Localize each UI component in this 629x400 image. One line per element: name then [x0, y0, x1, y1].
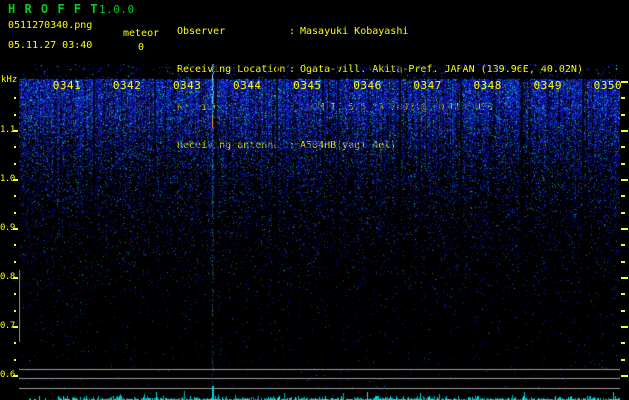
freq-major-tick-left: [13, 179, 18, 181]
freq-minor-tick-right: [621, 114, 625, 116]
timestamp: 05.11.27 03:40: [8, 40, 93, 51]
freq-major-tick-right: [621, 375, 628, 377]
freq-major-tick-right: [621, 228, 628, 230]
freq-major-tick-left: [13, 326, 18, 328]
freq-major-tick-left: [13, 130, 18, 132]
mode-label: meteor: [123, 28, 160, 39]
freq-minor-tick-left: [14, 359, 16, 361]
freq-minor-tick-left: [14, 97, 16, 99]
freq-tick-label: 0.7: [0, 321, 15, 331]
freq-minor-tick-right: [621, 244, 625, 246]
freq-minor-tick-right: [621, 212, 625, 214]
info-value: Masayuki Kobayashi: [300, 26, 409, 38]
freq-minor-tick-right: [621, 163, 625, 165]
freq-major-tick-left: [13, 375, 18, 377]
freq-tick-label: 0.6: [0, 370, 15, 380]
freq-minor-tick-left: [14, 114, 16, 116]
freq-tick-label: 1.1: [0, 125, 15, 135]
freq-minor-tick-left: [14, 244, 16, 246]
echo-count: 0: [138, 42, 145, 53]
freq-minor-tick-left: [14, 195, 16, 197]
capture-filename: 0511270340.png: [8, 20, 93, 31]
freq-minor-tick-left: [14, 342, 16, 344]
app-title: H R O F F T: [8, 2, 99, 16]
freq-minor-tick-right: [621, 310, 625, 312]
freq-tick-label: 0.9: [0, 223, 15, 233]
freq-minor-tick-left: [14, 261, 16, 263]
freq-minor-tick-right: [621, 146, 625, 148]
freq-minor-tick-right: [621, 359, 625, 361]
freq-major-tick-right: [621, 130, 628, 132]
freq-minor-tick-right: [621, 261, 625, 263]
freq-major-tick-right: [621, 81, 628, 83]
freq-tick-label: 1.0: [0, 174, 15, 184]
freq-minor-tick-right: [621, 342, 625, 344]
freq-minor-tick-left: [14, 212, 16, 214]
freq-minor-tick-right: [621, 195, 625, 197]
freq-major-tick-right: [621, 326, 628, 328]
freq-major-tick-right: [621, 277, 628, 279]
freq-minor-tick-right: [621, 97, 625, 99]
info-row-observer: Observer: Masayuki Kobayashi: [177, 26, 583, 39]
freq-minor-tick-left: [14, 146, 16, 148]
freq-major-tick-left: [13, 277, 18, 279]
info-separator: :: [289, 26, 296, 38]
freq-minor-tick-left: [14, 163, 16, 165]
freq-minor-tick-left: [14, 293, 16, 295]
freq-unit-label: kHz: [1, 75, 18, 85]
freq-major-tick-left: [13, 228, 18, 230]
info-label: Observer: [177, 26, 226, 38]
app-version: 1.0.0: [99, 3, 135, 16]
freq-major-tick-right: [621, 179, 628, 181]
freq-minor-tick-left: [14, 310, 16, 312]
spectrogram-waterfall: [19, 64, 620, 400]
freq-minor-tick-right: [621, 293, 625, 295]
freq-tick-label: 0.8: [0, 272, 15, 282]
